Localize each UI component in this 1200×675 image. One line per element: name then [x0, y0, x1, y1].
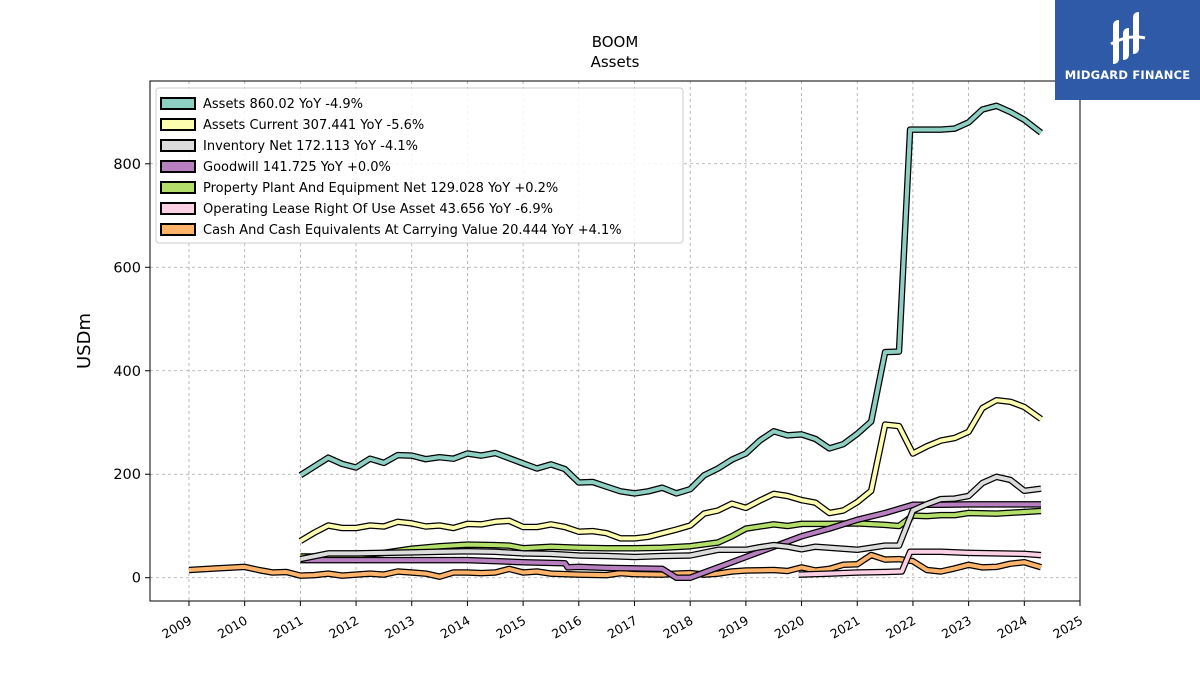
series-line — [299, 474, 1042, 562]
chart-subtitle: Assets — [591, 53, 640, 71]
x-tick-label: 2014 — [438, 613, 473, 642]
legend-swatch — [160, 160, 196, 173]
y-tick-label: 400 — [113, 364, 141, 380]
legend-swatch — [160, 181, 196, 194]
y-tick-label: 200 — [113, 467, 141, 483]
x-tick-label: 2018 — [660, 613, 695, 642]
x-tick-label: 2023 — [939, 613, 974, 642]
legend-swatch — [160, 97, 196, 110]
series-line — [798, 549, 1042, 577]
series-line — [300, 502, 1041, 580]
logo-mark-icon — [1110, 12, 1146, 64]
series-line — [299, 103, 1043, 496]
legend: Assets 860.02 YoY -4.9% Assets Current 30… — [155, 87, 684, 244]
y-tick-label: 600 — [113, 260, 141, 276]
midgard-finance-logo: MIDGARD FINANCE — [1055, 0, 1200, 100]
x-tick-label: 2010 — [215, 613, 250, 642]
x-tick-label: 2015 — [493, 613, 528, 642]
legend-entry: Assets Current 307.441 YoY -5.6% — [203, 118, 424, 133]
legend-swatch — [160, 139, 196, 152]
x-tick-label: 2020 — [772, 613, 807, 642]
y-axis-label: USDm — [74, 313, 95, 369]
chart-title: BOOM — [592, 33, 639, 51]
x-tick-label: 2012 — [326, 613, 361, 642]
series-line — [299, 398, 1043, 543]
series-line — [300, 509, 1042, 559]
x-tick-label: 2019 — [716, 613, 751, 642]
legend-box — [155, 87, 684, 244]
legend-swatch — [160, 202, 196, 215]
x-tick-label: 2022 — [883, 613, 918, 642]
x-tick-label: 2021 — [827, 613, 862, 642]
y-tick-label: 800 — [113, 157, 141, 173]
plot-frame — [149, 80, 1081, 602]
x-tick-label: 2013 — [382, 613, 417, 642]
x-tick-label: 2025 — [1050, 613, 1085, 642]
y-tick-label: 0 — [132, 571, 141, 587]
legend-entry: Property Plant And Equipment Net 129.028… — [203, 181, 558, 196]
legend-entry: Assets 860.02 YoY -4.9% — [203, 97, 363, 112]
x-tick-label: 2011 — [271, 613, 306, 642]
legend-entry: Goodwill 141.725 YoY +0.0% — [203, 160, 391, 175]
logo-text: MIDGARD FINANCE — [1064, 68, 1191, 82]
legend-entry: Operating Lease Right Of Use Asset 43.65… — [203, 202, 553, 217]
legend-swatch — [160, 118, 196, 131]
x-tick-label: 2017 — [605, 613, 640, 642]
legend-swatch — [160, 223, 196, 236]
x-tick-label: 2016 — [549, 613, 584, 642]
legend-entry: Inventory Net 172.113 YoY -4.1% — [203, 139, 418, 154]
legend-entry: Cash And Cash Equivalents At Carrying Va… — [203, 223, 622, 238]
x-tick-label: 2024 — [995, 613, 1030, 642]
series-lines — [188, 102, 1043, 581]
x-tick-label: 2009 — [159, 613, 194, 642]
